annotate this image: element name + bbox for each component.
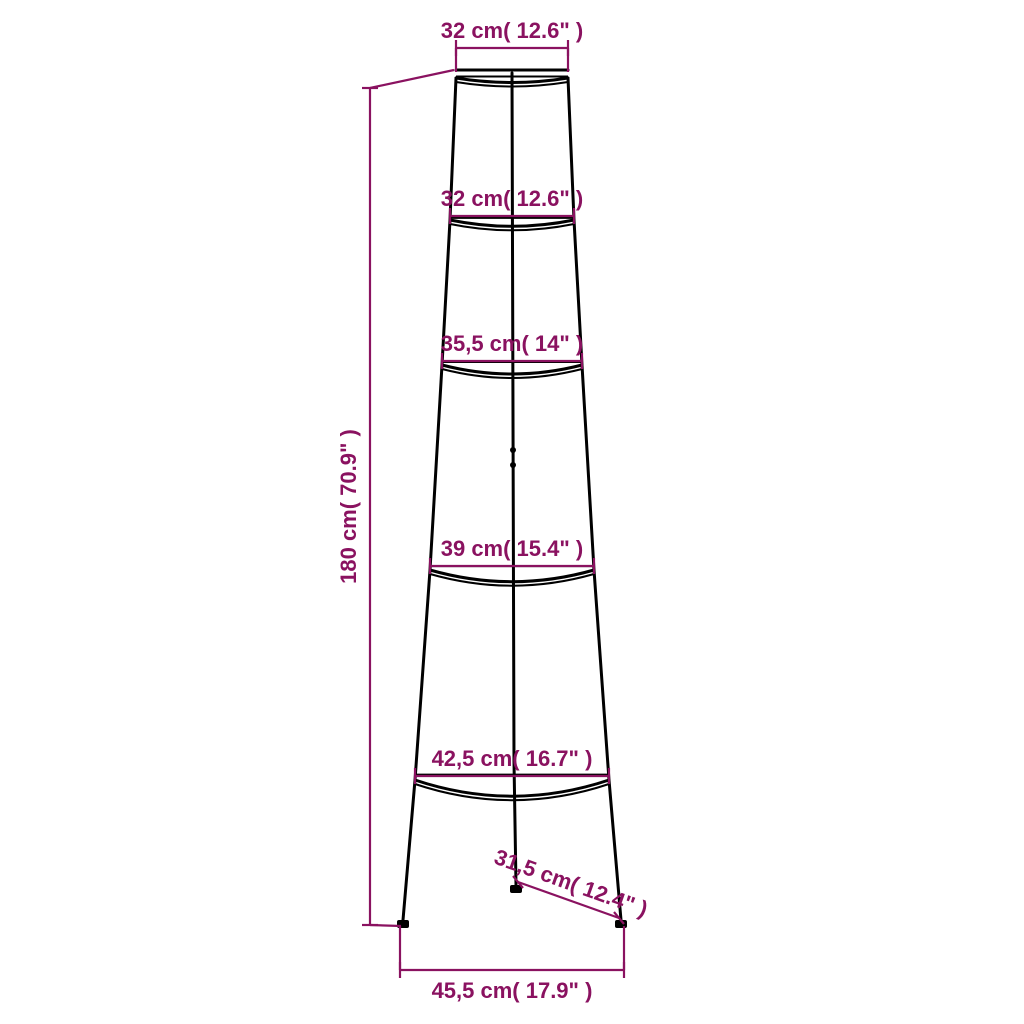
shelf-thickness bbox=[415, 784, 609, 800]
dim-label: 32 cm( 12.6" ) bbox=[441, 186, 584, 211]
dim-ext bbox=[370, 925, 401, 926]
connector-dot bbox=[510, 447, 516, 453]
dim-label: 42,5 cm( 16.7" ) bbox=[432, 746, 593, 771]
dim-label: 35,5 cm( 14" ) bbox=[441, 331, 584, 356]
dim-label: 39 cm( 15.4" ) bbox=[441, 536, 584, 561]
dim-label: 32 cm( 12.6" ) bbox=[441, 18, 584, 43]
dim-label: 45,5 cm( 17.9" ) bbox=[432, 978, 593, 1003]
dim-ext bbox=[370, 70, 454, 88]
dim-label: 180 cm( 70.9" ) bbox=[336, 429, 361, 584]
shelf-front-edge bbox=[415, 780, 609, 796]
connector-dot bbox=[510, 462, 516, 468]
